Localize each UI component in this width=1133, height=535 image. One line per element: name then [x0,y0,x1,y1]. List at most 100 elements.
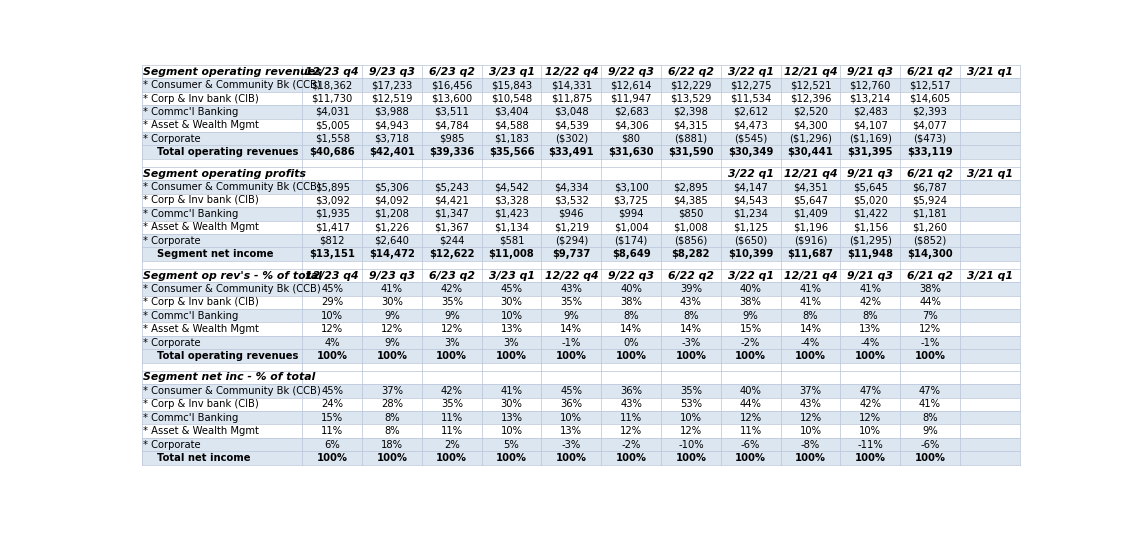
Text: 30%: 30% [381,297,403,308]
Text: $10,548: $10,548 [491,94,533,104]
Text: $1,422: $1,422 [853,209,888,219]
Text: $1,004: $1,004 [614,222,648,232]
Text: $33,119: $33,119 [908,147,953,157]
Text: 45%: 45% [321,386,343,396]
Text: 8%: 8% [862,311,878,321]
Text: 9%: 9% [922,426,938,436]
Text: 10%: 10% [321,311,343,321]
Bar [142,65,1020,79]
Text: $11,730: $11,730 [312,94,352,104]
Text: 13%: 13% [501,412,522,423]
Text: 100%: 100% [735,351,766,361]
Text: 38%: 38% [740,297,761,308]
Text: $946: $946 [559,209,585,219]
Text: 11%: 11% [620,412,642,423]
Text: 9/23 q3: 9/23 q3 [369,271,415,280]
Text: $11,947: $11,947 [611,94,651,104]
Text: 37%: 37% [381,386,403,396]
Text: 40%: 40% [740,284,761,294]
Bar [142,424,1020,438]
Text: $3,404: $3,404 [494,107,529,117]
Text: ($856): ($856) [674,236,707,246]
Text: 41%: 41% [501,386,522,396]
Text: $1,219: $1,219 [554,222,589,232]
Text: $5,924: $5,924 [912,195,947,205]
Bar [142,296,1020,309]
Text: 3/21 q1: 3/21 q1 [966,169,1013,179]
Text: $4,300: $4,300 [793,120,828,131]
Text: 43%: 43% [620,399,642,409]
Text: Total net income: Total net income [144,453,250,463]
Text: $5,005: $5,005 [315,120,350,131]
Text: 2%: 2% [444,439,460,449]
Text: $8,649: $8,649 [612,249,650,259]
Text: * Commc'l Banking: * Commc'l Banking [144,209,239,219]
Text: $14,300: $14,300 [908,249,953,259]
Text: $14,605: $14,605 [910,94,951,104]
Text: $3,532: $3,532 [554,195,589,205]
Text: $11,534: $11,534 [730,94,772,104]
Text: 35%: 35% [680,386,702,396]
Text: -2%: -2% [741,338,760,348]
Text: $1,183: $1,183 [494,134,529,144]
Text: 8%: 8% [802,311,818,321]
Bar [142,323,1020,336]
Text: 40%: 40% [620,284,642,294]
Text: $4,031: $4,031 [315,107,350,117]
Text: $3,048: $3,048 [554,107,589,117]
Text: Segment net inc - % of total: Segment net inc - % of total [144,372,316,383]
Bar [142,384,1020,398]
Text: 12%: 12% [740,412,761,423]
Text: 12/23 q4: 12/23 q4 [306,271,359,280]
Text: 8%: 8% [623,311,639,321]
Text: $4,351: $4,351 [793,182,828,192]
Text: 41%: 41% [859,284,881,294]
Bar [142,438,1020,451]
Text: $1,196: $1,196 [793,222,828,232]
Text: 11%: 11% [321,426,343,436]
Bar [142,79,1020,92]
Text: 9%: 9% [384,311,400,321]
Text: $12,521: $12,521 [790,80,832,90]
Text: $42,401: $42,401 [369,147,415,157]
Bar [142,336,1020,349]
Text: 9%: 9% [444,311,460,321]
Text: $13,600: $13,600 [432,94,472,104]
Text: * Asset & Wealth Mgmt: * Asset & Wealth Mgmt [144,222,259,232]
Text: $2,398: $2,398 [673,107,708,117]
Text: 8%: 8% [384,412,400,423]
Bar [142,92,1020,105]
Text: 12%: 12% [919,324,942,334]
Text: 100%: 100% [735,453,766,463]
Text: $5,895: $5,895 [315,182,350,192]
Text: $4,107: $4,107 [853,120,887,131]
Text: 30%: 30% [501,399,522,409]
Text: 9%: 9% [743,311,759,321]
Text: 35%: 35% [561,297,582,308]
Text: 24%: 24% [321,399,343,409]
Text: 6/21 q2: 6/21 q2 [908,67,953,77]
Text: 100%: 100% [854,351,886,361]
Text: 12%: 12% [441,324,463,334]
Text: ($174): ($174) [614,236,648,246]
Text: 10%: 10% [501,311,522,321]
Text: * Corporate: * Corporate [144,236,201,246]
Bar [142,132,1020,146]
Text: $2,895: $2,895 [673,182,708,192]
Text: ($852): ($852) [913,236,947,246]
Text: $1,134: $1,134 [494,222,529,232]
Text: 5%: 5% [504,439,519,449]
Text: $15,843: $15,843 [491,80,533,90]
Text: 42%: 42% [859,399,881,409]
Bar [142,180,1020,194]
Text: 11%: 11% [740,426,761,436]
Text: 8%: 8% [683,311,699,321]
Text: Total operating revenues: Total operating revenues [144,351,299,361]
Text: 53%: 53% [680,399,702,409]
Text: 41%: 41% [800,284,821,294]
Text: $1,156: $1,156 [853,222,888,232]
Text: $31,395: $31,395 [847,147,893,157]
Text: $3,328: $3,328 [494,195,529,205]
Text: $4,421: $4,421 [434,195,469,205]
Bar [142,105,1020,119]
